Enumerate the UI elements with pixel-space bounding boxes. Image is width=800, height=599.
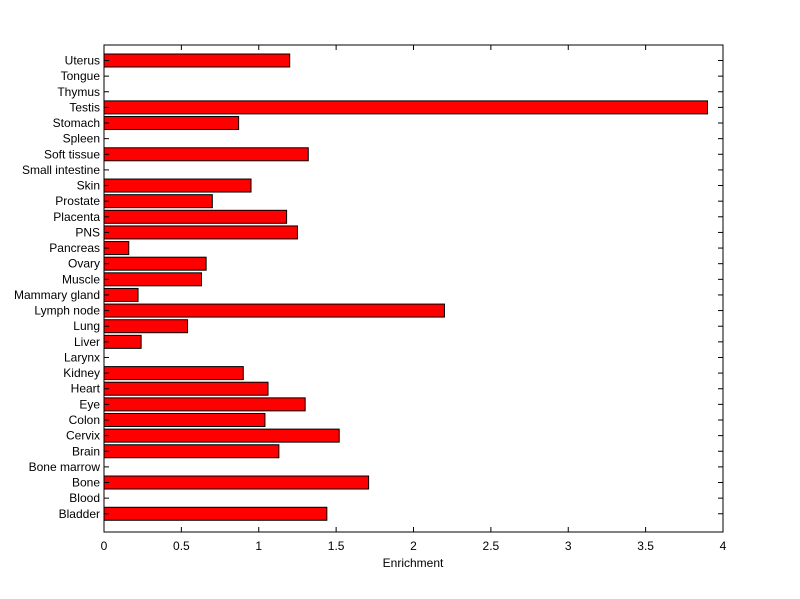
bar-cervix bbox=[103, 428, 340, 443]
x-tick-label-6: 3 bbox=[565, 539, 572, 553]
bar-prostate bbox=[103, 194, 213, 209]
y-tick-label-heart: Heart bbox=[71, 382, 101, 396]
x-axis-label: Enrichment bbox=[383, 556, 444, 570]
x-tick-label-2: 1 bbox=[255, 539, 262, 553]
y-tick-label-small-intestine: Small intestine bbox=[22, 163, 100, 177]
y-tick-label-skin: Skin bbox=[77, 179, 100, 193]
y-tick-label-thymus: Thymus bbox=[57, 85, 100, 99]
y-tick-label-tongue: Tongue bbox=[61, 69, 101, 83]
bar-testis bbox=[103, 100, 709, 115]
x-tick-label-0: 0 bbox=[101, 539, 108, 553]
y-tick-label-bladder: Bladder bbox=[59, 507, 100, 521]
x-tick-label-8: 4 bbox=[720, 539, 727, 553]
bar-bone bbox=[103, 475, 370, 490]
y-tick-label-uterus: Uterus bbox=[65, 54, 100, 68]
y-tick-label-pns: PNS bbox=[75, 225, 100, 239]
y-tick-label-pancreas: Pancreas bbox=[49, 241, 100, 255]
bar-lymph-node bbox=[103, 303, 445, 318]
x-tick-label-1: 0.5 bbox=[173, 539, 190, 553]
y-tick-label-stomach: Stomach bbox=[53, 116, 100, 130]
bar-liver bbox=[103, 334, 142, 349]
y-tick-label-blood: Blood bbox=[69, 491, 100, 505]
y-tick-label-kidney: Kidney bbox=[63, 366, 100, 380]
x-tick-label-5: 2.5 bbox=[483, 539, 500, 553]
y-tick-label-colon: Colon bbox=[69, 413, 100, 427]
bar-pns bbox=[103, 225, 298, 240]
y-tick-label-bone: Bone bbox=[72, 476, 100, 490]
y-tick-label-soft-tissue: Soft tissue bbox=[44, 147, 100, 161]
bar-ovary bbox=[103, 256, 207, 271]
x-tick-label-4: 2 bbox=[410, 539, 417, 553]
y-tick-label-cervix: Cervix bbox=[66, 429, 100, 443]
y-tick-label-brain: Brain bbox=[72, 444, 100, 458]
bar-skin bbox=[103, 178, 252, 193]
y-tick-label-larynx: Larynx bbox=[64, 350, 100, 364]
bar-brain bbox=[103, 444, 280, 459]
y-tick-label-ovary: Ovary bbox=[68, 257, 100, 271]
x-tick-label-7: 3.5 bbox=[637, 539, 654, 553]
bar-lung bbox=[103, 319, 189, 334]
bar-bladder bbox=[103, 506, 328, 521]
y-tick-label-liver: Liver bbox=[74, 335, 100, 349]
y-tick-label-prostate: Prostate bbox=[55, 194, 100, 208]
y-tick-label-muscle: Muscle bbox=[62, 272, 100, 286]
bars-layer bbox=[103, 53, 709, 521]
bar-uterus bbox=[103, 53, 291, 68]
bar-soft-tissue bbox=[103, 147, 309, 162]
bar-eye bbox=[103, 397, 306, 412]
y-tick-label-testis: Testis bbox=[69, 100, 100, 114]
bar-mammary-gland bbox=[103, 287, 139, 302]
bar-muscle bbox=[103, 272, 202, 287]
y-tick-label-lymph-node: Lymph node bbox=[34, 304, 100, 318]
bar-stomach bbox=[103, 116, 240, 131]
bar-colon bbox=[103, 412, 266, 427]
y-tick-label-placenta: Placenta bbox=[53, 210, 100, 224]
y-tick-label-spleen: Spleen bbox=[63, 132, 100, 146]
ticks-layer bbox=[103, 45, 724, 532]
x-tick-label-3: 1.5 bbox=[328, 539, 345, 553]
y-tick-label-lung: Lung bbox=[73, 319, 100, 333]
bar-heart bbox=[103, 381, 269, 396]
bar-kidney bbox=[103, 366, 244, 381]
y-tick-label-mammary-gland: Mammary gland bbox=[14, 288, 100, 302]
y-tick-label-bone-marrow: Bone marrow bbox=[29, 460, 101, 474]
bar-placenta bbox=[103, 209, 288, 224]
y-tick-label-eye: Eye bbox=[79, 397, 100, 411]
